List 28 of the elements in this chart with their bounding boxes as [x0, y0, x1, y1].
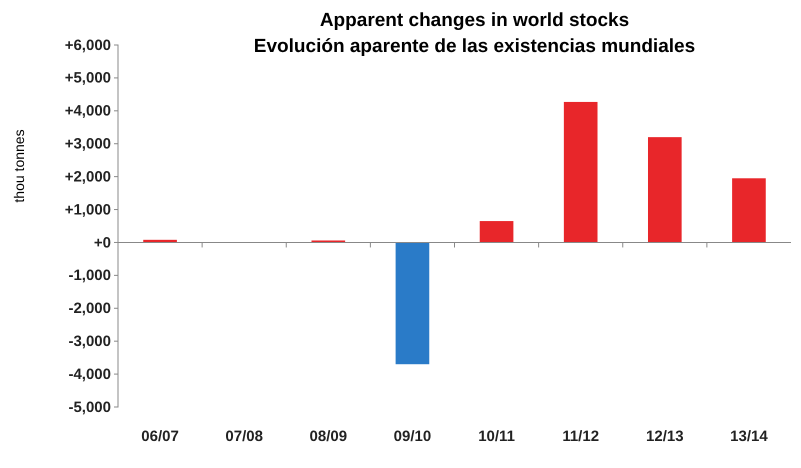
y-tick-label: +1,000 — [64, 201, 111, 218]
bar — [732, 178, 766, 242]
x-tick-label: 10/11 — [478, 428, 515, 445]
y-tick-label: +0 — [94, 234, 111, 252]
bar — [480, 221, 514, 242]
x-tick-label: 06/07 — [141, 428, 179, 445]
y-tick-label: -3,000 — [68, 332, 111, 350]
y-tick-label: +2,000 — [64, 168, 111, 186]
y-axis-title: thou tonnes — [11, 129, 27, 203]
y-tick-label: +5,000 — [64, 70, 111, 87]
chart-title: Apparent changes in world stocks — [320, 10, 630, 31]
bar — [648, 137, 682, 242]
x-tick-label: 08/09 — [310, 428, 348, 445]
y-tick-label: -4,000 — [68, 366, 111, 383]
x-tick-label: 07/08 — [225, 428, 263, 445]
y-tick-label: -2,000 — [68, 300, 111, 318]
y-tick-label: +4,000 — [64, 102, 111, 120]
x-tick-label: 13/14 — [730, 428, 768, 445]
y-tick-label: +6,000 — [64, 36, 111, 54]
x-tick-label: 09/10 — [394, 428, 432, 445]
y-tick-label: -5,000 — [68, 398, 111, 416]
bar — [564, 102, 598, 242]
y-tick-label: -1,000 — [68, 267, 111, 284]
chart-subtitle: Evolución aparente de las existencias mundiales — [254, 36, 696, 57]
x-tick-label: 12/13 — [646, 428, 684, 445]
y-tick-label: +3,000 — [64, 136, 111, 153]
x-tick-label: 11/12 — [562, 428, 600, 445]
bar — [396, 242, 430, 364]
